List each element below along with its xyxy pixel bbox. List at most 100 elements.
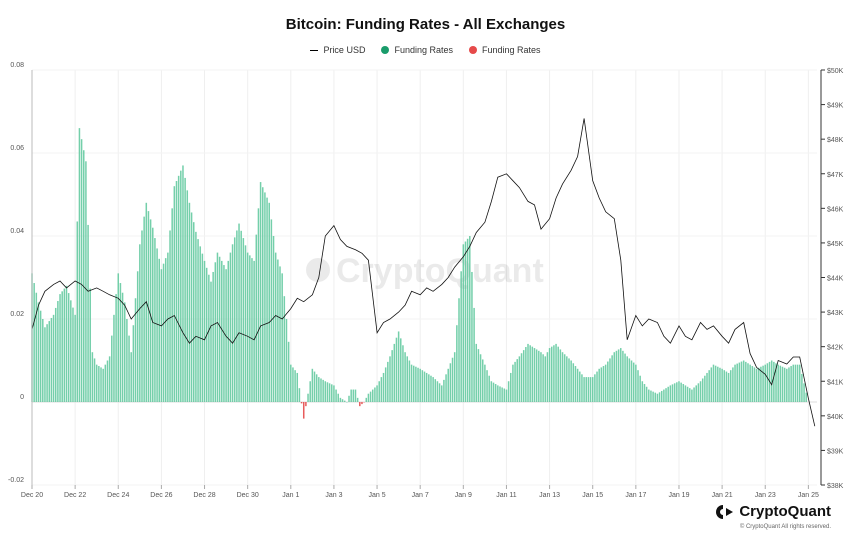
funding-bar-positive [272,236,275,402]
funding-bar-positive [542,354,544,402]
funding-bar-positive [335,389,337,402]
funding-bar-positive [406,356,408,402]
funding-bar-positive [712,364,715,402]
funding-bar-negative [359,402,361,407]
funding-bar-positive [581,374,583,402]
funding-bar-positive [648,389,650,402]
funding-bar-positive [654,392,657,402]
funding-bar-positive [695,385,697,402]
funding-bar-positive [790,366,792,402]
funding-bar-positive [747,363,749,402]
x-tick-label: Dec 20 [21,492,43,499]
funding-bar-positive [665,388,667,402]
funding-bar-positive [397,331,400,402]
funding-bar-positive [149,219,152,402]
funding-bar-positive [199,246,201,402]
funding-bar-positive [139,244,141,402]
funding-bar-positive [35,292,38,402]
funding-bar-positive [121,292,124,402]
funding-bar-positive [384,367,387,402]
funding-bar-positive [78,128,81,402]
funding-bar-positive [184,177,186,402]
funding-bar-positive [704,375,706,402]
y-left-tick-label: 0 [20,394,24,401]
funding-bar-positive [615,350,618,402]
funding-bar-positive [719,367,721,402]
funding-bar-positive [555,343,557,402]
funding-bar-positive [471,271,473,402]
legend-label-price: Price USD [323,45,366,55]
brand-logo: CryptoQuant [715,503,831,520]
funding-bar-positive [749,364,751,402]
funding-bar-positive [251,258,253,402]
cryptoquant-logo-icon [716,504,734,519]
funding-bar-positive [434,379,437,402]
funding-bar-positive [527,343,529,402]
funding-bar-positive [503,388,506,402]
funding-bar-positive [87,224,89,402]
funding-bar-positive [309,381,311,402]
funding-bar-positive [635,364,637,402]
x-tick-label: Dec 30 [237,492,259,499]
funding-bar-positive [574,366,577,402]
funding-bar-positive [686,386,689,402]
funding-bar-positive [488,375,490,402]
funding-bar-positive [798,364,801,402]
funding-bar-positive [331,384,333,402]
funding-bar-positive [328,383,331,402]
y-right-tick-label: $48K [827,137,844,144]
funding-bar-positive [113,314,115,402]
funding-bar-positive [701,378,704,402]
legend-item-funding-negative[interactable]: Funding Rates [469,45,541,55]
legend-line-icon [310,49,319,51]
x-tick-label: Jan 1 [282,492,299,499]
funding-bar-positive [128,335,130,402]
funding-bar-positive [46,324,48,402]
funding-bar-positive [356,397,359,402]
funding-bar-positive [391,350,393,402]
funding-bar-positive [221,260,223,402]
funding-bar-positive [231,244,234,402]
funding-bar-positive [255,234,258,402]
funding-bar-positive [339,397,342,402]
funding-bar-positive [104,364,107,402]
right-axis: $50K $49K $48K $47K $46K $45K $44K $43K $42K $41K… [820,68,844,490]
green-dot-icon [381,46,390,54]
funding-bar-positive [484,364,486,402]
legend-item-price[interactable]: Price USD [310,45,365,55]
funding-bar-positive [108,356,111,402]
funding-bar-positive [296,372,299,402]
funding-bar-positive [72,307,74,402]
funding-bar-positive [298,388,301,402]
funding-bar-positive [285,319,288,402]
funding-bar-positive [725,371,728,402]
funding-bar-positive [257,208,260,402]
funding-bar-positive [93,358,96,402]
funding-bar-positive [699,381,702,402]
funding-bar-positive [563,354,566,402]
funding-bar-positive [141,230,143,402]
funding-bar-positive [395,337,398,402]
funding-bar-positive [613,352,616,402]
funding-bar-positive [693,387,695,402]
funding-bar-positive [676,382,678,402]
funding-bar-positive [775,363,777,402]
funding-bar-positive [594,374,596,402]
funding-bar-positive [516,359,518,402]
funding-bar-positive [262,187,264,402]
y-left-tick-label: -0.02 [8,477,24,484]
funding-bar-positive [350,389,352,402]
funding-bar-positive [585,377,587,402]
funding-bar-positive [531,346,534,402]
funding-bar-positive [80,139,83,403]
funding-bar-positive [95,364,98,402]
funding-bar-positive [438,383,441,402]
funding-bar-positive [598,368,600,402]
funding-bar-positive [343,400,346,402]
funding-bar-positive [136,271,139,402]
legend-item-funding-positive[interactable]: Funding Rates [381,45,453,55]
funding-bar-positive [566,356,568,402]
x-tick-label: Jan 21 [712,492,733,499]
funding-bar-positive [464,241,467,402]
